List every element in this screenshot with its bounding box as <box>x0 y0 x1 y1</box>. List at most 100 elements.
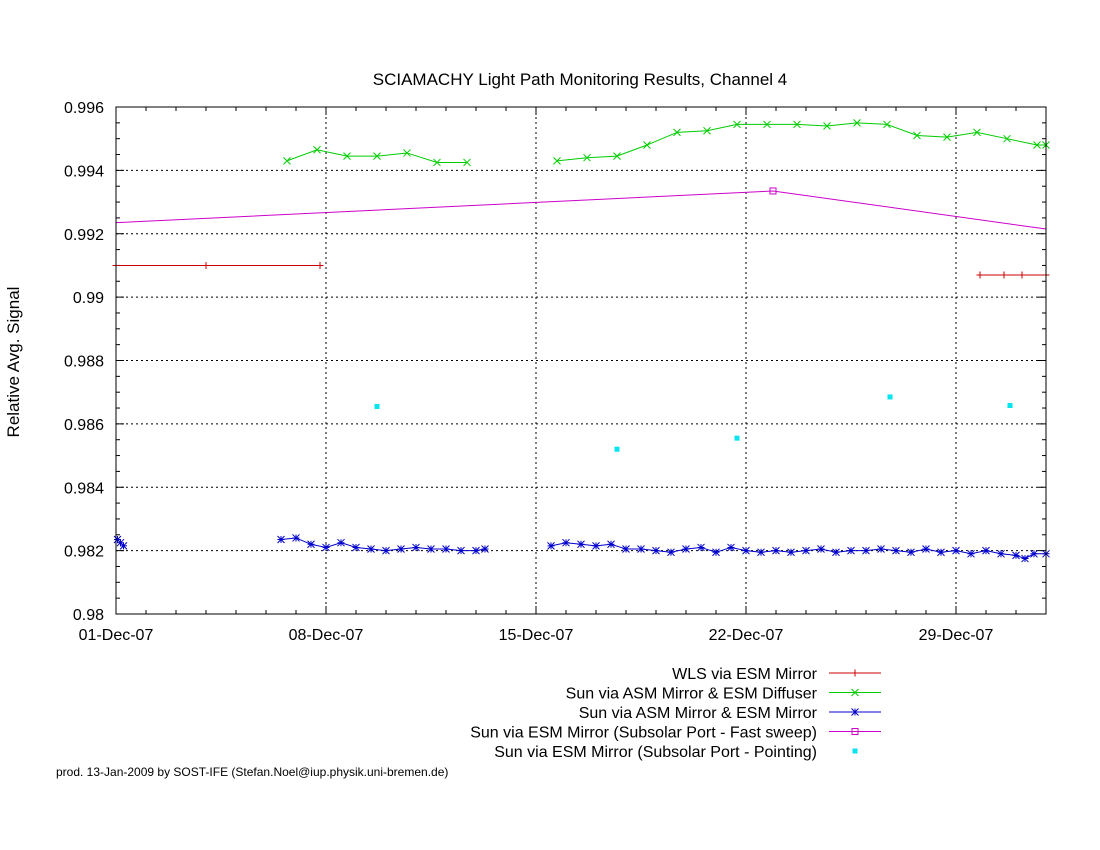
grid <box>116 107 1046 614</box>
data-point <box>802 546 810 555</box>
data-point <box>1033 141 1041 149</box>
y-tick-label: 0.982 <box>64 544 104 561</box>
data-point <box>553 157 561 165</box>
y-axis-label: Relative Avg. Signal <box>4 287 23 438</box>
data-point <box>374 403 380 409</box>
data-point <box>976 271 984 279</box>
data-point <box>1012 551 1020 560</box>
data-point <box>614 446 620 452</box>
legend-label: Sun via ASM Mirror & ESM Mirror <box>579 705 818 722</box>
data-point <box>343 152 351 160</box>
data-point <box>1021 554 1029 563</box>
legend-label: Sun via ESM Mirror (Subsolar Port - Fast… <box>470 725 817 742</box>
x-tick-label: 01-Dec-07 <box>79 627 154 644</box>
data-point <box>119 542 128 550</box>
series-4 <box>115 187 1047 230</box>
y-tick-label: 0.986 <box>64 417 104 434</box>
data-point <box>547 542 555 550</box>
data-point <box>322 543 330 552</box>
data-point <box>853 118 861 127</box>
data-point <box>427 545 435 553</box>
data-point <box>1007 402 1013 408</box>
data-point <box>397 545 405 553</box>
data-point <box>463 158 471 167</box>
data-point <box>577 540 585 549</box>
data-point <box>1000 271 1008 279</box>
y-tick-label: 0.988 <box>64 354 104 371</box>
y-tick-labels: 0.98 0.982 0.984 0.986 0.988 0.99 0.992 0.994 0.… <box>64 100 104 624</box>
data-point <box>817 545 825 553</box>
data-point <box>967 549 975 558</box>
data-point <box>877 545 885 553</box>
data-point <box>1018 271 1026 279</box>
y-tick-label: 0.992 <box>64 227 104 244</box>
data-point <box>283 157 291 165</box>
data-point <box>727 543 735 552</box>
data-point <box>851 669 859 677</box>
data-point <box>316 261 324 269</box>
x-tick-label: 15-Dec-07 <box>499 627 574 644</box>
series-line <box>556 122 1046 162</box>
data-point <box>733 120 741 129</box>
x-tick-label: 08-Dec-07 <box>289 627 364 644</box>
legend-label: Sun via ASM Mirror & ESM Diffuser <box>566 686 818 703</box>
series-5 <box>374 394 1013 452</box>
y-tick-label: 0.98 <box>73 607 104 624</box>
data-point <box>367 545 375 553</box>
data-point <box>313 145 321 154</box>
data-point <box>734 435 740 441</box>
data-point <box>913 131 921 140</box>
plot-frame <box>115 106 1047 615</box>
data-point <box>851 728 859 735</box>
y-tick-label: 0.984 <box>64 480 104 497</box>
legend: WLS via ESM Mirror Sun via ASM Mirror & E… <box>470 666 881 761</box>
data-point <box>823 122 831 130</box>
data-point <box>847 546 855 555</box>
x-tick-label: 22-Dec-07 <box>709 627 784 644</box>
data-point <box>337 538 345 547</box>
data-point <box>712 548 720 557</box>
data-point <box>742 546 750 555</box>
y-tick-label: 0.99 <box>73 290 104 307</box>
data-point <box>793 120 801 129</box>
data-point <box>862 546 870 555</box>
data-point <box>373 152 381 160</box>
series-3 <box>113 534 1050 563</box>
data-point <box>643 141 651 149</box>
data-point <box>652 546 660 555</box>
footer-text: prod. 13-Jan-2009 by SOST-IFE (Stefan.No… <box>56 765 448 779</box>
data-point <box>592 542 600 550</box>
x-tick-label: 29-Dec-07 <box>919 627 994 644</box>
data-point <box>352 543 360 552</box>
data-point <box>937 548 945 557</box>
data-point <box>202 261 210 269</box>
data-point <box>667 548 675 557</box>
data-point <box>973 128 981 137</box>
data-point <box>622 545 630 553</box>
data-point <box>943 133 951 141</box>
legend-label: Sun via ESM Mirror (Subsolar Port - Poin… <box>494 744 817 761</box>
legend-label: WLS via ESM Mirror <box>672 666 818 683</box>
data-point <box>583 153 591 162</box>
data-point <box>562 538 570 547</box>
data-point <box>403 149 411 157</box>
data-point <box>851 688 859 697</box>
data-point <box>907 548 915 557</box>
data-point <box>481 545 489 553</box>
x-tick-labels: 01-Dec-07 08-Dec-07 15-Dec-07 22-Dec-07 29-D… <box>79 627 994 644</box>
data-point <box>852 748 858 754</box>
data-point <box>757 548 765 557</box>
data-point <box>703 126 711 135</box>
data-point <box>433 158 441 167</box>
data-point <box>607 540 615 549</box>
series-1 <box>112 261 1050 279</box>
series-line <box>115 190 1047 230</box>
data-point <box>887 394 893 400</box>
data-point <box>832 548 840 557</box>
data-point <box>442 545 450 553</box>
series-2 <box>283 118 1050 167</box>
data-point <box>1003 134 1011 143</box>
data-point <box>697 543 705 552</box>
data-point <box>613 152 621 160</box>
data-point <box>412 543 420 552</box>
